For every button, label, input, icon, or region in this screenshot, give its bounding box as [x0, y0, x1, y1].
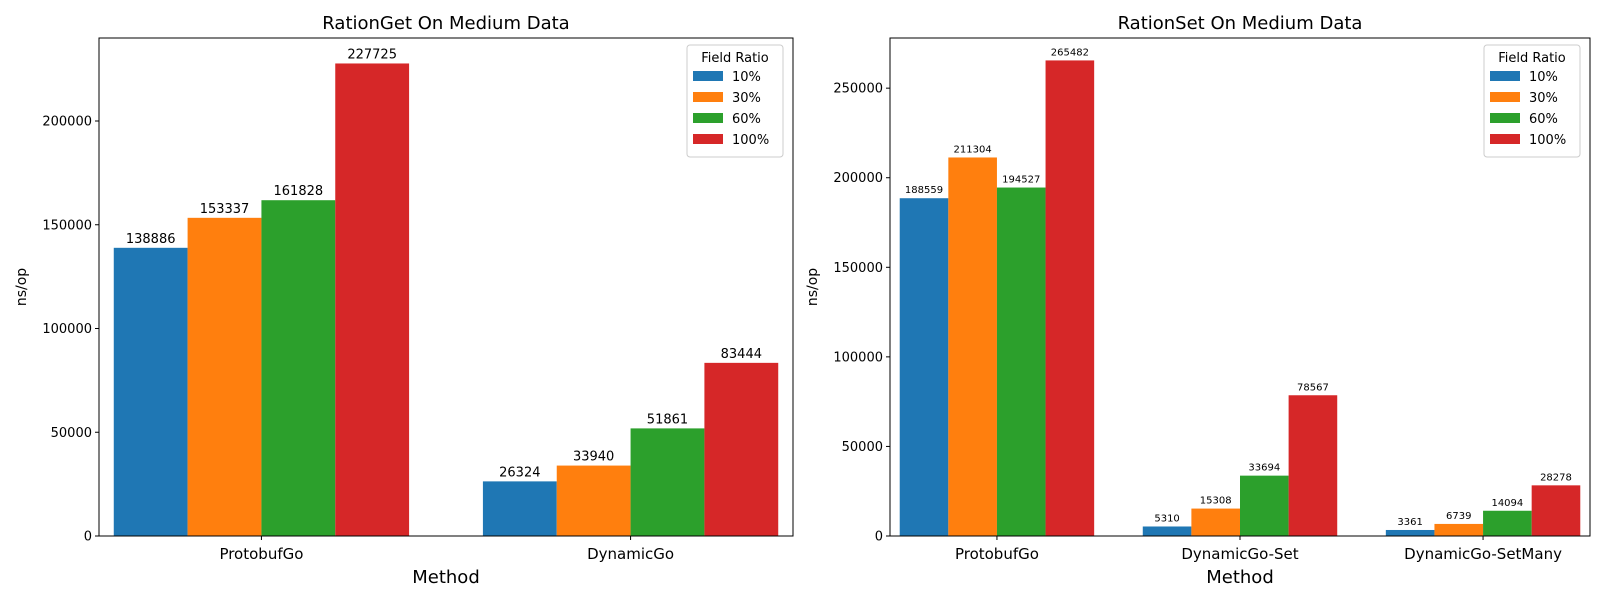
bar-dynamicgo-setmany-100pct	[1531, 485, 1581, 536]
y-tick-label: 50000	[51, 426, 92, 441]
y-axis-label: ns/op	[805, 268, 821, 306]
y-tick-label: 100000	[42, 322, 92, 337]
bar-protobufgo-60pct	[996, 187, 1046, 537]
bar-dynamicgo-set-60pct	[1240, 475, 1289, 536]
x-axis-label: Method	[1206, 567, 1274, 588]
x-tick-label: ProtobufGo	[219, 545, 303, 563]
x-tick-label: ProtobufGo	[955, 545, 1039, 563]
x-tick-label: DynamicGo-SetMany	[1404, 545, 1562, 563]
y-tick-label: 50000	[842, 440, 883, 455]
bar-value-label: 194527	[1002, 175, 1040, 186]
bar-value-label: 227725	[347, 47, 397, 62]
legend-entry-label: 100%	[1529, 133, 1566, 148]
bar-protobufgo-60pct	[261, 200, 336, 536]
x-axis-label: Method	[412, 567, 480, 588]
bar-value-label: 138886	[126, 232, 176, 247]
legend-entry-label: 10%	[732, 70, 761, 85]
bar-dynamicgo-30pct	[556, 465, 631, 536]
bar-value-label: 51861	[647, 412, 688, 427]
bar-value-label: 26324	[499, 465, 540, 480]
legend-swatch	[1490, 92, 1520, 102]
legend-swatch	[693, 71, 723, 81]
legend-swatch	[693, 134, 723, 144]
bar-value-label: 5310	[1154, 513, 1179, 524]
y-tick-label: 0	[875, 530, 883, 545]
bar-value-label: 211304	[954, 144, 992, 155]
legend-title: Field Ratio	[701, 51, 769, 66]
bar-value-label: 265482	[1051, 47, 1089, 58]
bar-protobufgo-10pct	[899, 198, 949, 536]
bar-value-label: 33940	[573, 450, 614, 465]
legend-entry-label: 30%	[732, 91, 761, 106]
bar-value-label: 14094	[1491, 498, 1523, 509]
legend-swatch	[693, 113, 723, 123]
legend-swatch	[1490, 71, 1520, 81]
legend-swatch	[1490, 134, 1520, 144]
y-tick-label: 0	[84, 530, 92, 545]
chart-title: RationSet On Medium Data	[1118, 13, 1363, 34]
bar-dynamicgo-60pct	[630, 428, 705, 536]
bar-dynamicgo-setmany-30pct	[1434, 523, 1484, 536]
chart-title: RationGet On Medium Data	[322, 13, 569, 34]
y-axis-label: ns/op	[14, 268, 30, 306]
bar-protobufgo-30pct	[948, 157, 997, 537]
bar-protobufgo-10pct	[113, 247, 188, 536]
legend-entry-label: 30%	[1529, 91, 1558, 106]
bar-value-label: 83444	[721, 347, 762, 362]
bar-value-label: 28278	[1540, 472, 1572, 483]
bar-protobufgo-100pct	[1045, 60, 1095, 537]
legend-entry-label: 100%	[732, 133, 769, 148]
legend-title: Field Ratio	[1498, 51, 1566, 66]
y-tick-label: 150000	[42, 218, 92, 233]
y-tick-label: 250000	[833, 82, 883, 97]
legend-swatch	[693, 92, 723, 102]
bar-value-label: 78567	[1297, 382, 1329, 393]
chart-panel-2: 188559 5310 3361 211304 15308 6739 194527 33694…	[805, 13, 1591, 588]
bar-dynamicgo-set-30pct	[1191, 508, 1240, 536]
x-tick-label: DynamicGo	[587, 545, 674, 563]
x-tick-label: DynamicGo-Set	[1181, 545, 1298, 563]
y-tick-label: 100000	[833, 350, 883, 365]
y-tick-label: 200000	[833, 171, 883, 186]
legend: Field Ratio 10% 30% 60% 100%	[1483, 44, 1581, 158]
bar-dynamicgo-100pct	[704, 362, 779, 536]
bar-value-label: 33694	[1248, 463, 1280, 474]
legend-entry-label: 60%	[732, 112, 761, 127]
bar-dynamicgo-set-10pct	[1142, 526, 1192, 536]
bar-value-label: 161828	[274, 184, 324, 199]
y-tick-label: 200000	[42, 115, 92, 130]
legend-entry-label: 60%	[1529, 112, 1558, 127]
bar-value-label: 15308	[1200, 496, 1232, 507]
chart-panel-1: 138886 26324 153337 33940 161828 51861 227725 8…	[14, 13, 794, 588]
bar-dynamicgo-setmany-10pct	[1385, 529, 1435, 536]
axes-frame	[98, 37, 794, 537]
bar-protobufgo-30pct	[187, 217, 262, 536]
bar-value-label: 6739	[1446, 511, 1471, 522]
y-tick-label: 150000	[833, 261, 883, 276]
bar-dynamicgo-set-100pct	[1288, 395, 1338, 536]
bar-dynamicgo-10pct	[482, 481, 557, 536]
bar-value-label: 3361	[1397, 517, 1422, 528]
legend-entry-label: 10%	[1529, 70, 1558, 85]
bar-dynamicgo-setmany-60pct	[1483, 510, 1532, 536]
legend: Field Ratio 10% 30% 60% 100%	[686, 44, 784, 158]
bar-value-label: 153337	[200, 202, 250, 217]
legend-swatch	[1490, 113, 1520, 123]
bar-protobufgo-100pct	[335, 63, 410, 537]
bar-value-label: 188559	[905, 185, 943, 196]
